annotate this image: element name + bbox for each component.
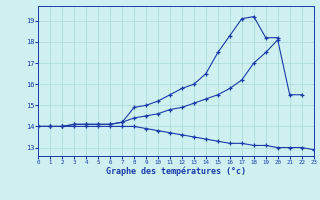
X-axis label: Graphe des températures (°c): Graphe des températures (°c): [106, 167, 246, 176]
